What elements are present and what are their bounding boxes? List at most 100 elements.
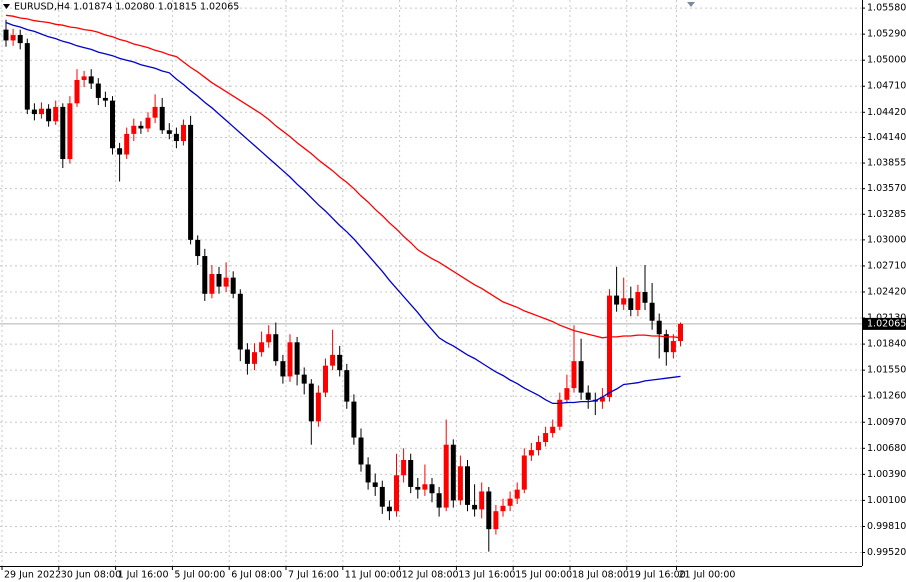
candle-body xyxy=(599,397,605,402)
x-tick-label: 18 Jul 08:00 xyxy=(572,570,629,581)
candle-body xyxy=(152,106,158,118)
y-tick-label: 1.01260 xyxy=(867,391,906,402)
candle-body xyxy=(443,444,449,508)
candle-body xyxy=(358,437,364,465)
candle-body xyxy=(450,444,456,501)
candle-body xyxy=(259,342,265,353)
candle-body xyxy=(429,484,435,494)
price-label-box xyxy=(863,317,906,330)
candle-body xyxy=(301,374,307,384)
y-tick-label: 1.01840 xyxy=(867,339,906,350)
candle-body xyxy=(436,493,442,508)
candle-body xyxy=(88,76,94,84)
candle-body xyxy=(173,133,179,142)
candle-body xyxy=(337,354,343,371)
y-tick-label: 1.04420 xyxy=(867,107,906,118)
candle-body xyxy=(280,361,286,377)
candle-body xyxy=(31,109,37,115)
candle-body xyxy=(550,426,556,434)
y-tick-label: 1.03285 xyxy=(867,209,906,220)
x-tick-label: 6 Jul 08:00 xyxy=(231,570,282,581)
candle-body xyxy=(585,392,591,400)
candle-body xyxy=(166,130,172,134)
candle-body xyxy=(493,511,499,530)
candle-body xyxy=(81,76,87,80)
candle-body xyxy=(557,399,563,427)
candle-body xyxy=(571,361,577,389)
candle-body xyxy=(138,125,144,129)
candle-body xyxy=(607,295,612,398)
menu-arrow[interactable] xyxy=(3,4,10,9)
y-tick-label: 1.05290 xyxy=(867,29,906,40)
chart-title: EURUSD,H4 1.01874 1.02080 1.01815 1.0206… xyxy=(14,2,239,13)
candle-body xyxy=(330,354,336,366)
candle-body xyxy=(124,133,130,155)
candle-body xyxy=(223,277,229,287)
candle-body xyxy=(521,455,527,490)
candle-body xyxy=(110,100,115,149)
y-tick-label: 1.03570 xyxy=(867,183,906,194)
candle-body xyxy=(74,79,80,104)
x-tick-label: 5 Jul 00:00 xyxy=(174,570,225,581)
y-tick-label: 1.00680 xyxy=(867,443,906,454)
candle-body xyxy=(273,334,279,362)
candle-body xyxy=(202,256,208,294)
candle-body xyxy=(564,388,570,400)
price-label: 1.02065 xyxy=(867,318,906,329)
candle-body xyxy=(195,239,201,257)
candle-body xyxy=(472,504,478,510)
candle-body xyxy=(145,117,151,129)
y-tick-label: 1.03000 xyxy=(867,234,906,245)
candle-body xyxy=(536,442,541,451)
candle-body xyxy=(408,459,414,487)
moving-average xyxy=(5,14,681,339)
candle-body xyxy=(10,35,16,41)
x-tick-label: 11 Jul 00:00 xyxy=(345,570,402,581)
candle-body xyxy=(188,124,194,240)
x-tick-label: 12 Jul 08:00 xyxy=(402,570,459,581)
y-tick-label: 1.03855 xyxy=(867,158,906,169)
y-tick-label: 1.00390 xyxy=(867,469,906,480)
candle-body xyxy=(287,342,293,377)
y-tick-label: 1.05580 xyxy=(867,3,906,14)
candle-body xyxy=(266,334,272,343)
y-tick-label: 1.00100 xyxy=(867,495,906,506)
x-tick-label: 19 Jul 16:00 xyxy=(629,570,686,581)
candle-body xyxy=(479,491,485,510)
x-tick-label: 21 Jul 00:00 xyxy=(679,570,736,581)
candle-body xyxy=(379,486,385,507)
candle-body xyxy=(386,506,392,512)
candle-body xyxy=(543,433,549,443)
candle-body xyxy=(635,291,641,310)
candle-body xyxy=(614,295,620,305)
candle-body xyxy=(131,125,137,134)
candle-body xyxy=(117,148,123,155)
shift-marker xyxy=(687,2,695,7)
plot xyxy=(3,14,683,552)
candle-body xyxy=(230,277,236,294)
x-tick-label: 7 Jul 16:00 xyxy=(288,570,339,581)
y-tick-label: 1.04140 xyxy=(867,132,906,143)
candle-body xyxy=(507,498,513,506)
candle-body xyxy=(244,349,250,364)
x-tick-label: 30 Jun 08:00 xyxy=(61,570,121,581)
candle-body xyxy=(486,491,492,530)
candle-body xyxy=(372,482,378,487)
candle-body xyxy=(252,352,257,364)
candle-body xyxy=(649,302,655,321)
candle-body xyxy=(344,370,350,402)
candle-body xyxy=(216,274,222,287)
candle-body xyxy=(323,365,328,393)
x-tick-label: 13 Jul 16:00 xyxy=(458,570,515,581)
candle-body xyxy=(528,450,534,456)
candle-body xyxy=(670,341,676,353)
candle-body xyxy=(308,383,314,422)
x-tick-label: 15 Jul 00:00 xyxy=(515,570,572,581)
grid xyxy=(0,0,862,566)
candle-body xyxy=(365,464,371,483)
candle-body xyxy=(500,505,506,512)
candle-body xyxy=(656,320,662,335)
candle-body xyxy=(401,459,407,476)
moving-average xyxy=(5,21,681,405)
